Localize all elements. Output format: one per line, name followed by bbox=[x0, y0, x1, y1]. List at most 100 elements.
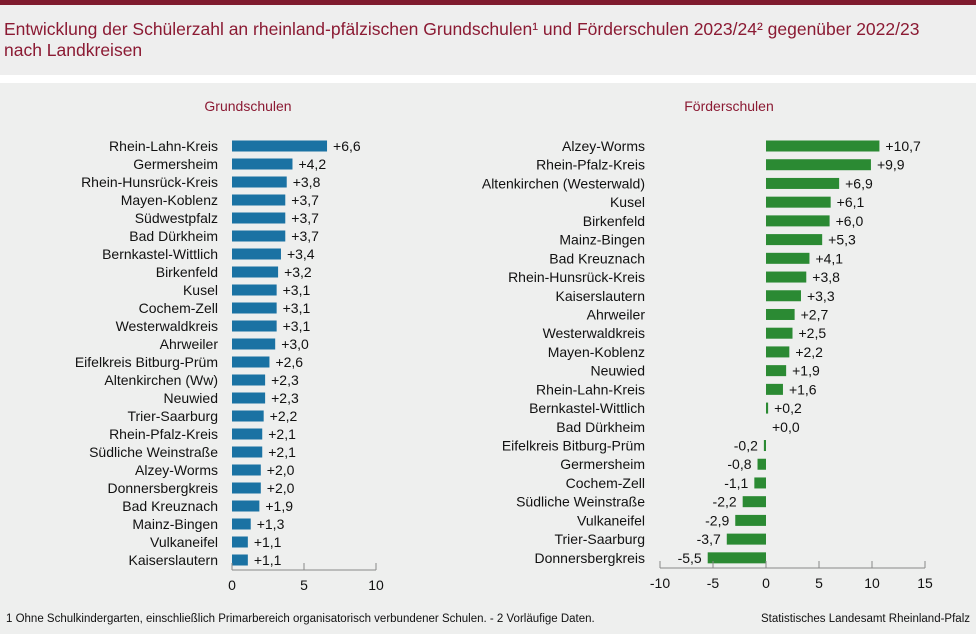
category-label: Kusel bbox=[610, 194, 645, 210]
value-label: +3,1 bbox=[283, 318, 311, 334]
value-label: +2,0 bbox=[267, 480, 295, 496]
value-label: -0,8 bbox=[727, 456, 751, 472]
bar-foerder bbox=[766, 271, 807, 283]
value-label: +2,2 bbox=[270, 408, 298, 424]
bar-foerder bbox=[742, 496, 766, 508]
bar-grund bbox=[232, 410, 264, 422]
value-label: +2,0 bbox=[267, 462, 295, 478]
value-label: +3,7 bbox=[291, 192, 319, 208]
category-label: Rhein-Hunsrück-Kreis bbox=[81, 174, 218, 190]
value-label: -2,2 bbox=[713, 494, 737, 510]
bar-foerder bbox=[763, 440, 766, 452]
category-label: Südliche Weinstraße bbox=[516, 494, 645, 510]
bar-foerder bbox=[766, 196, 831, 208]
x-tick-label: -10 bbox=[650, 575, 670, 591]
title-box: Entwicklung der Schülerzahl an rheinland… bbox=[0, 5, 976, 75]
category-label: Eifelkreis Bitburg-Prüm bbox=[502, 438, 645, 454]
value-label: +2,6 bbox=[275, 354, 303, 370]
bar-grund bbox=[232, 518, 251, 530]
value-label: +1,9 bbox=[265, 498, 293, 514]
category-label: Rhein-Pfalz-Kreis bbox=[536, 157, 645, 173]
category-label: Cochem-Zell bbox=[139, 300, 218, 316]
value-label: +3,8 bbox=[812, 269, 840, 285]
category-label: Kaiserslautern bbox=[129, 552, 219, 568]
category-label: Mainz-Bingen bbox=[559, 232, 645, 248]
value-label: +2,1 bbox=[268, 426, 296, 442]
category-label: Bernkastel-Wittlich bbox=[102, 246, 218, 262]
category-label: Donnersbergkreis bbox=[535, 550, 646, 566]
bar-grund bbox=[232, 482, 261, 494]
category-label: Bad Kreuznach bbox=[122, 498, 218, 514]
value-label: +1,6 bbox=[789, 381, 817, 397]
bar-grund bbox=[232, 428, 263, 440]
chart-panel bbox=[0, 83, 976, 634]
value-label: -1,1 bbox=[724, 475, 748, 491]
value-label: +5,3 bbox=[828, 232, 856, 248]
bar-foerder bbox=[766, 159, 871, 171]
bar-grund bbox=[232, 158, 293, 170]
category-label: Germersheim bbox=[133, 156, 218, 172]
category-label: Südliche Weinstraße bbox=[89, 444, 218, 460]
category-label: Kaiserslautern bbox=[556, 288, 646, 304]
category-label: Bad Kreuznach bbox=[549, 250, 645, 266]
category-label: Eifelkreis Bitburg-Prüm bbox=[75, 354, 218, 370]
category-label: Alzey-Worms bbox=[562, 138, 645, 154]
bar-foerder bbox=[735, 514, 766, 526]
value-label: -3,7 bbox=[697, 531, 721, 547]
value-label: +3,3 bbox=[807, 288, 835, 304]
value-label: -5,5 bbox=[678, 550, 702, 566]
category-label: Mainz-Bingen bbox=[132, 516, 218, 532]
category-label: Rhein-Lahn-Kreis bbox=[536, 381, 645, 397]
value-label: -2,9 bbox=[705, 512, 729, 528]
value-label: +3,8 bbox=[293, 174, 321, 190]
bar-grund bbox=[232, 212, 286, 224]
bar-foerder bbox=[766, 346, 790, 358]
panel-title-foerder: Förderschulen bbox=[684, 98, 774, 114]
category-label: Altenkirchen (Ww) bbox=[104, 372, 218, 388]
value-label: +0,2 bbox=[774, 400, 802, 416]
bar-grund bbox=[232, 446, 263, 458]
value-label: +4,2 bbox=[298, 156, 326, 172]
value-label: +3,1 bbox=[283, 300, 311, 316]
value-label: +6,6 bbox=[333, 138, 361, 154]
bar-grund bbox=[232, 392, 266, 404]
category-label: Alzey-Worms bbox=[135, 462, 218, 478]
bar-foerder bbox=[766, 402, 769, 414]
bar-foerder bbox=[766, 234, 823, 246]
category-label: Kusel bbox=[183, 282, 218, 298]
category-label: Mayen-Koblenz bbox=[121, 192, 218, 208]
bar-foerder bbox=[766, 365, 787, 377]
bar-grund bbox=[232, 500, 260, 512]
value-label: +0,0 bbox=[772, 419, 800, 435]
bar-grund bbox=[232, 536, 248, 548]
bar-grund bbox=[232, 176, 287, 188]
x-tick-label: 15 bbox=[917, 575, 933, 591]
bar-foerder bbox=[754, 477, 766, 489]
category-label: Rhein-Hunsrück-Kreis bbox=[508, 269, 645, 285]
value-label: +3,2 bbox=[284, 264, 312, 280]
category-label: Rhein-Lahn-Kreis bbox=[109, 138, 218, 154]
value-label: +2,7 bbox=[801, 306, 829, 322]
bar-grund bbox=[232, 140, 328, 152]
bar-grund bbox=[232, 320, 277, 332]
x-tick-label: 5 bbox=[300, 577, 308, 593]
bar-foerder bbox=[766, 140, 880, 152]
bar-grund bbox=[232, 302, 277, 314]
value-label: +4,1 bbox=[815, 250, 843, 266]
bar-grund bbox=[232, 338, 276, 350]
category-label: Bad Dürkheim bbox=[129, 228, 218, 244]
value-label: +6,1 bbox=[837, 194, 865, 210]
value-label: +3,1 bbox=[283, 282, 311, 298]
bar-grund bbox=[232, 248, 281, 260]
bar-foerder bbox=[726, 533, 766, 545]
footnote: 1 Ohne Schulkindergarten, einschließlich… bbox=[6, 613, 595, 625]
x-tick-label: 0 bbox=[228, 577, 236, 593]
bar-foerder bbox=[766, 308, 795, 320]
category-label: Bernkastel-Wittlich bbox=[529, 400, 645, 416]
x-tick-label: 5 bbox=[815, 575, 823, 591]
category-label: Vulkaneifel bbox=[150, 534, 218, 550]
category-label: Mayen-Koblenz bbox=[548, 344, 645, 360]
category-label: Trier-Saarburg bbox=[127, 408, 218, 424]
category-label: Südwestpfalz bbox=[135, 210, 218, 226]
